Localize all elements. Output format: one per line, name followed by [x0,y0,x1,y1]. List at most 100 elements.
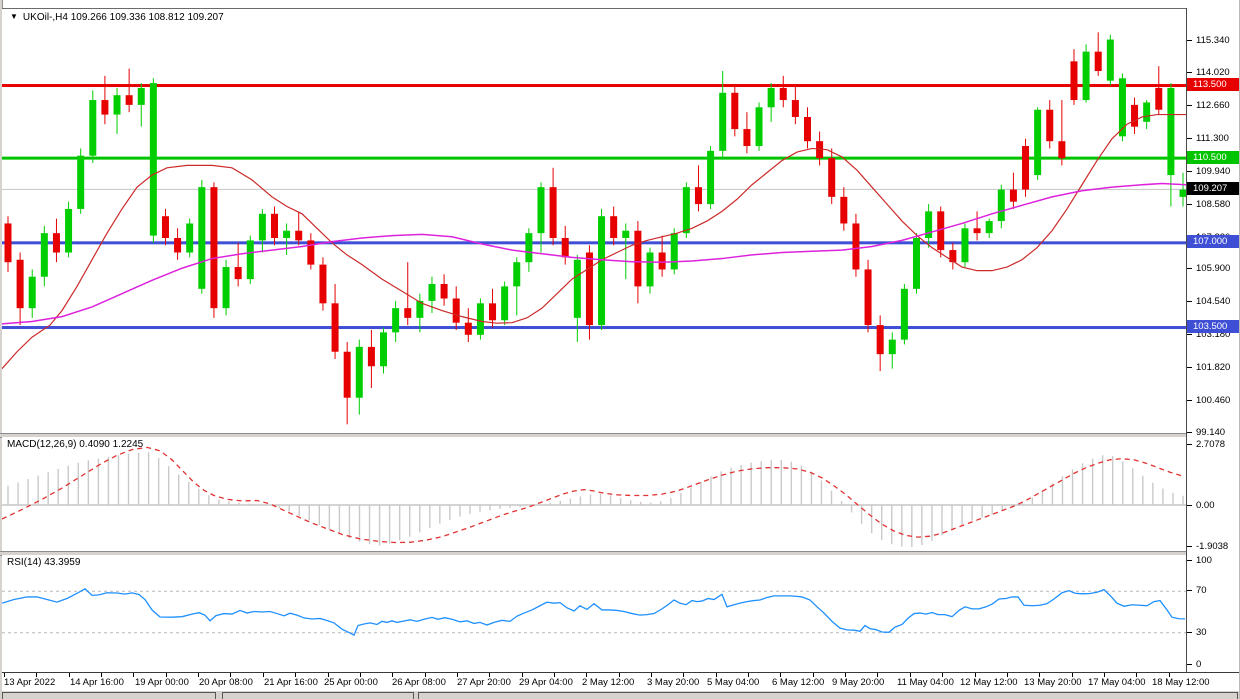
axis-tick [1187,71,1192,73]
candle-body [222,267,230,309]
candle-body [767,87,775,108]
moving-average-magenta [2,182,1186,325]
time-axis-tick [133,673,135,677]
time-axis-tick [909,673,911,677]
time-axis-label: 20 Apr 08:00 [199,677,253,688]
macd-chart[interactable] [2,437,1186,552]
price-badge: 109.207 [1187,181,1240,195]
candle-body [997,189,1005,222]
candle-body [1046,109,1054,142]
axis-tick [1187,301,1192,303]
candle-body [1143,102,1151,122]
candle-body [113,95,121,115]
candle-body [1094,51,1102,72]
candle-body [888,339,896,355]
macd-label: MACD(12,26,9) 0.4090 1.2245 [7,439,144,450]
axis-tick [1187,367,1192,369]
time-axis-tick [586,673,588,677]
candle-body [610,216,618,238]
candle-body [670,233,678,270]
candle-body [355,346,363,398]
time-axis-tick [1168,673,1170,677]
candle-body [343,351,351,398]
candle-body [779,87,787,101]
time-axis-tick [812,673,814,677]
time-axis-tick [327,673,329,677]
candle-body [489,303,497,321]
candle-body [428,283,436,301]
horizontal-level-line [2,84,1186,88]
candle-body [864,269,872,326]
time-axis-tick [748,673,750,677]
axis-tick [1187,170,1192,172]
candle-body [1106,39,1114,81]
price-axis-label: 100.460 [1196,395,1231,407]
candle-body [174,237,182,253]
candle-body [1131,104,1139,127]
candle-body [234,267,242,280]
moving-average-red [2,113,1186,370]
time-axis-tick [942,673,944,677]
time-axis-tick [715,673,717,677]
candle-body [549,187,557,238]
price-axis[interactable]: 115.340 114.020 112.660 111.300 109.940 108.5… [1187,8,1240,672]
candle-body [52,233,60,253]
candle-body [961,228,969,263]
rsi-chart[interactable] [2,555,1186,672]
candle-body [634,230,642,287]
candle-body [707,150,715,205]
candle-body [77,155,85,209]
price-axis-label: 112.660 [1196,99,1230,111]
candle-body [380,332,388,367]
candle-body [1058,141,1066,159]
time-axis-label: 21 Apr 16:00 [264,677,318,688]
macd-panel[interactable]: MACD(12,26,9) 0.4090 1.2245 [2,437,1186,552]
candle-body [840,196,848,224]
candle-body [40,233,48,277]
candle-body [937,211,945,251]
candle-body [101,100,109,115]
axis-tick [1187,104,1192,106]
time-axis-tick [618,673,620,677]
candle-body [1009,189,1017,202]
candlestick-chart[interactable] [2,9,1186,434]
axis-tick [1187,40,1192,41]
time-axis-tick [845,673,847,677]
rsi-axis-label: 0 [1196,659,1202,670]
candle-body [852,223,860,270]
candle-body [973,228,981,234]
candle-body [525,233,533,263]
candle-body [452,298,460,323]
candle-body [646,252,654,287]
price-badge: 103.500 [1187,320,1240,334]
time-axis-label: 11 May 04:00 [897,677,954,688]
candle-body [622,230,630,238]
candle-body [186,223,194,253]
time-axis-label: 3 May 20:00 [647,677,700,688]
rsi-line [2,588,1186,636]
chart-title-text: UKOil-,H4 109.266 109.336 108.812 109.20… [22,12,224,23]
axis-tick [1187,505,1192,506]
candle-body [658,252,666,270]
time-axis-tick [262,673,264,677]
rsi-label: RSI(14) 43.3959 [7,557,81,568]
candle-body [283,230,291,238]
candle-body [791,100,799,117]
price-axis-label: 108.580 [1196,198,1231,210]
time-axis-label: 6 May 12:00 [772,677,825,688]
time-axis[interactable]: 13 Apr 2022 14 Apr 16:00 19 Apr 00:00 20 Ap… [2,672,1240,691]
candle-body [1167,87,1175,176]
time-axis-label: 9 May 20:00 [832,677,885,688]
macd-signal-line [2,446,1186,544]
candle-body [4,223,12,263]
time-axis-tick [683,673,685,677]
main-chart-panel[interactable]: ▼ UKOil-,H4 109.266 109.336 108.812 109.2… [2,8,1186,434]
candle-body [913,237,921,289]
candle-body [28,276,36,309]
axis-tick [1187,268,1192,270]
rsi-panel[interactable]: RSI(14) 43.3959 [2,555,1186,672]
time-axis-tick [359,673,361,677]
candle-body [743,129,751,147]
price-axis-label: 115.340 [1196,35,1230,46]
